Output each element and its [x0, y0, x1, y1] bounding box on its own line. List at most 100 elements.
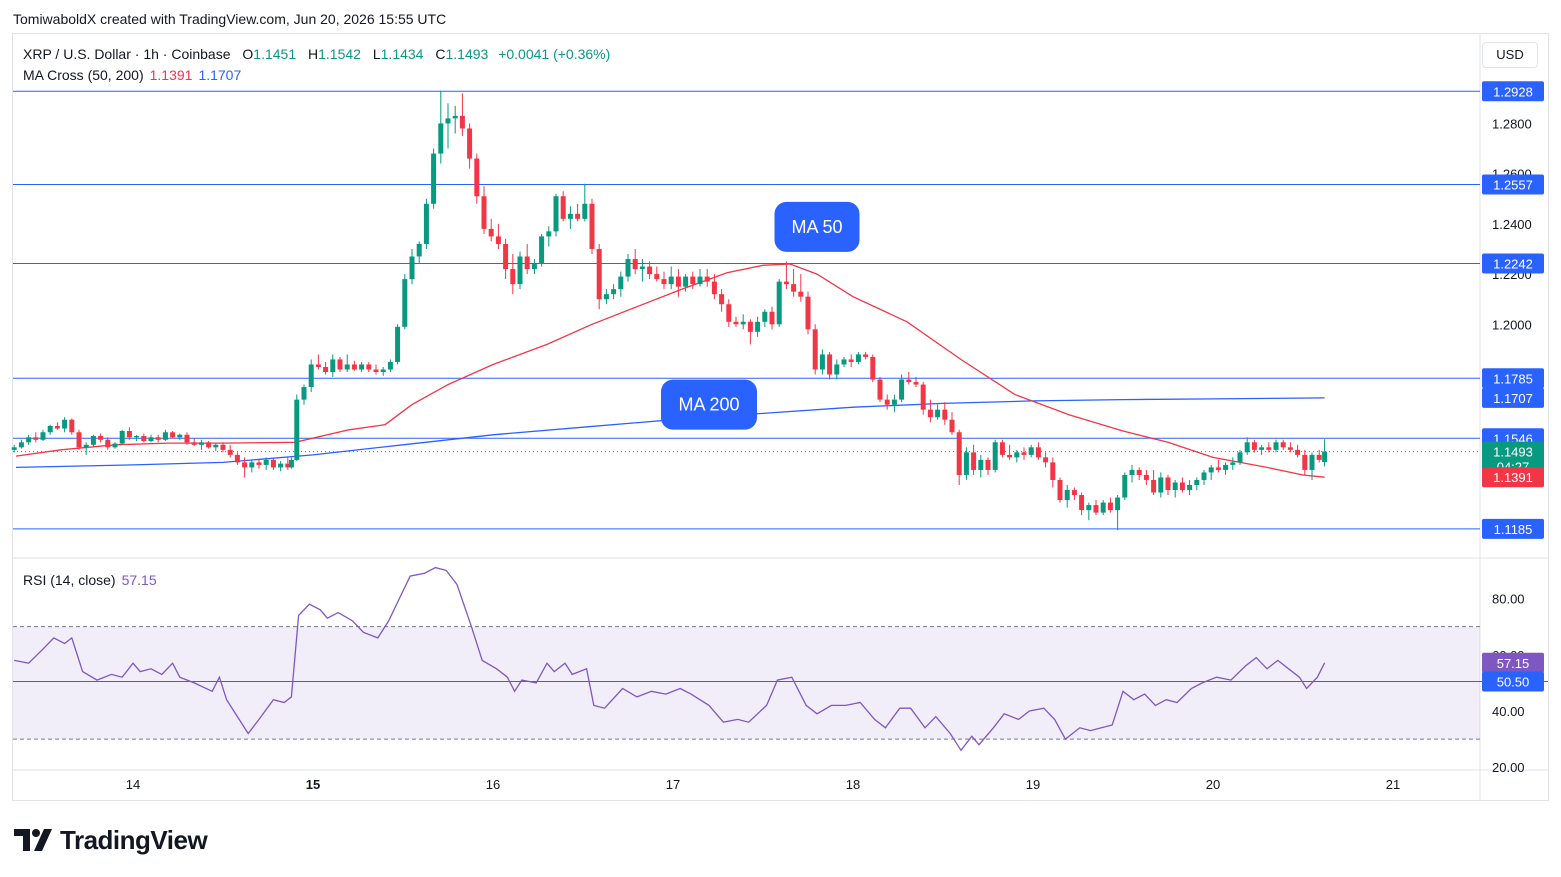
candle-down — [877, 379, 883, 400]
candle-up — [431, 153, 437, 204]
candle-down — [1266, 447, 1272, 450]
candle-down — [54, 425, 60, 429]
candle-down — [270, 459, 276, 468]
price-tick-label: 1.2400 — [1492, 217, 1532, 232]
candle-up — [891, 399, 897, 405]
candle-down — [1021, 452, 1027, 455]
candle-down — [1071, 490, 1077, 496]
level-price-tag: 1.2928 — [1493, 84, 1533, 99]
candle-down — [1280, 442, 1286, 448]
candle-down — [632, 259, 638, 270]
candle-up — [119, 431, 125, 444]
candle-down — [220, 444, 226, 450]
candle-up — [517, 256, 523, 285]
candle-down — [870, 356, 876, 380]
candle-down — [285, 463, 291, 468]
candle-down — [942, 409, 948, 420]
candle-up — [1201, 472, 1207, 480]
candle-up — [1223, 464, 1229, 470]
candle-down — [985, 459, 991, 470]
candle-down — [1136, 469, 1142, 475]
candle-down — [927, 409, 933, 418]
candle-up — [582, 203, 588, 219]
candle-down — [812, 329, 818, 370]
candle-down — [337, 359, 343, 370]
candle-up — [62, 419, 68, 429]
time-tick-label: 20 — [1206, 777, 1220, 792]
candle-up — [11, 447, 17, 450]
candle-down — [827, 354, 833, 375]
candle-down — [913, 382, 919, 385]
candle-up — [1014, 452, 1020, 458]
candle-up — [855, 354, 861, 362]
symbol-label[interactable]: XRP / U.S. Dollar · 1h · Coinbase — [23, 46, 231, 62]
candle-up — [112, 443, 118, 448]
change-value: +0.0041 (+0.36%) — [498, 46, 611, 62]
candle-up — [1086, 505, 1092, 511]
candle-down — [575, 213, 581, 219]
tradingview-logo[interactable]: TradingView — [14, 823, 208, 857]
ma-label[interactable]: MA Cross (50, 200) — [23, 67, 144, 83]
currency-button[interactable]: USD — [1482, 42, 1538, 68]
candle-up — [1100, 502, 1106, 513]
candle-down — [805, 296, 811, 330]
low-value: 1.1434 — [380, 46, 424, 62]
candle-up — [359, 364, 365, 370]
time-tick-label: 16 — [486, 777, 500, 792]
candle-down — [474, 158, 480, 197]
candle-up — [1115, 497, 1121, 511]
candle-down — [999, 442, 1005, 455]
price-tag-bg — [1482, 441, 1544, 476]
candle-down — [848, 359, 854, 362]
candle-up — [1187, 484, 1193, 491]
candle-down — [596, 248, 602, 300]
level-price-tag-bg — [1482, 518, 1544, 539]
time-tick-label: 18 — [846, 777, 860, 792]
candle-down — [791, 284, 797, 292]
candle-up — [935, 409, 941, 418]
candle-down — [956, 432, 962, 475]
candle-up — [1028, 447, 1034, 455]
candle-down — [719, 294, 725, 305]
candle-up — [776, 281, 782, 325]
level-price-tag-bg — [1482, 368, 1544, 389]
tradingview-logo-icon — [14, 829, 52, 851]
low-label: L — [372, 46, 381, 62]
candle-up — [1122, 474, 1128, 498]
candle-up — [899, 379, 905, 400]
candle-down — [373, 369, 379, 373]
candle-down — [1295, 449, 1301, 455]
annotation-label: MA 50 — [791, 217, 842, 237]
candle-down — [242, 462, 248, 468]
rsi-tick-label: 20.00 — [1492, 760, 1525, 775]
candle-down — [906, 379, 912, 383]
candle-down — [141, 436, 147, 442]
candle-up — [740, 321, 746, 325]
rsi-value-tag-bg — [1482, 652, 1544, 673]
high-value: 1.1542 — [318, 46, 361, 62]
candle-down — [1057, 479, 1063, 501]
rsi-label[interactable]: RSI (14, close) — [23, 572, 116, 588]
ma-legend: MA Cross (50, 200) 1.1391 1.1707 — [23, 67, 241, 83]
candle-up — [618, 276, 624, 290]
price-tick-label: 1.2800 — [1492, 116, 1532, 131]
candle-up — [416, 243, 422, 257]
candle-up — [1273, 442, 1279, 450]
price-tag: 1.1391 — [1493, 470, 1533, 485]
candle-up — [834, 364, 840, 375]
candle-down — [467, 128, 473, 159]
candle-down — [126, 431, 132, 438]
candle-down — [366, 364, 372, 370]
candle-up — [445, 118, 451, 124]
rsi-value-tag: 57.15 — [1497, 656, 1530, 671]
price-tag: 1.1707 — [1493, 391, 1533, 406]
candle-up — [83, 444, 89, 448]
candle-up — [546, 231, 552, 237]
candle-up — [639, 266, 645, 270]
price-tag-bg — [1482, 387, 1544, 408]
candle-up — [978, 459, 984, 470]
candle-down — [510, 269, 516, 285]
candle-up — [344, 364, 350, 370]
candle-down — [481, 196, 487, 229]
